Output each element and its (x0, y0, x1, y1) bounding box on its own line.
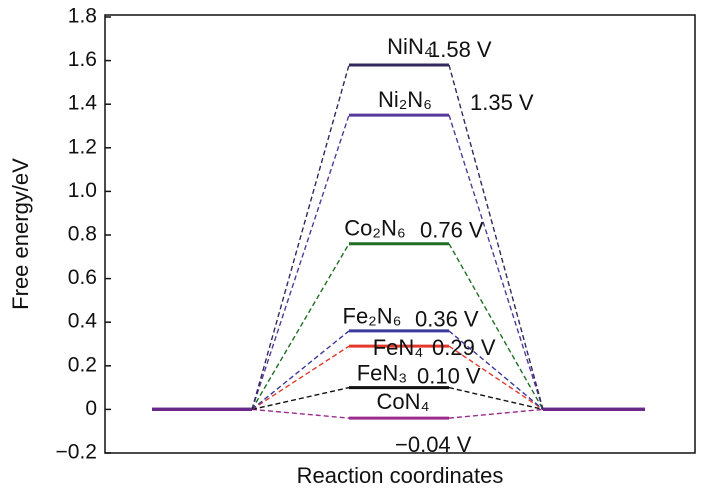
series-name: CoN₄ (377, 389, 430, 414)
connector (251, 64, 350, 410)
connector (251, 330, 350, 410)
connector (448, 408, 544, 419)
y-tick-label: 0.6 (68, 266, 97, 289)
y-axis-label: Free energy/eV (8, 158, 33, 310)
value-label: 0.76 V (420, 218, 484, 243)
series-name: FeN₄ (373, 335, 424, 360)
connector (251, 386, 350, 411)
y-tick-label: −0.2 (56, 441, 97, 464)
y-tick-label: 0.2 (68, 353, 97, 376)
series-name: NiN₄ (387, 34, 433, 59)
x-axis-label: Reaction coordinates (297, 463, 504, 488)
series-name: Co₂N₆ (344, 216, 405, 241)
series-name: Ni₂N₆ (378, 87, 432, 112)
connector (251, 243, 350, 410)
y-tick-label: 1.2 (68, 135, 97, 158)
value-label: 0.29 V (432, 335, 496, 360)
connector (448, 386, 544, 411)
plot-frame (104, 14, 696, 454)
connector (251, 345, 350, 410)
y-tick-label: 1.0 (68, 179, 97, 202)
value-label: 1.35 V (470, 90, 534, 115)
y-tick-label: 1.6 (68, 48, 97, 71)
y-tick-label: 1.4 (68, 92, 98, 115)
series-name: Fe₂N₆ (343, 304, 402, 329)
connector (448, 64, 544, 410)
value-label: 0.10 V (417, 363, 481, 388)
y-tick-label: 0.4 (68, 310, 98, 333)
connector (448, 114, 544, 410)
value-label: −0.04 V (395, 432, 472, 457)
value-label: 1.58 V (428, 37, 492, 62)
value-label: 0.36 V (415, 307, 479, 332)
y-tick-label: 1.8 (68, 5, 97, 28)
connector (251, 408, 350, 419)
connector (448, 345, 544, 410)
connector (448, 330, 544, 410)
connector (251, 114, 350, 410)
y-tick-label: 0 (85, 397, 97, 420)
series-name: FeN₃ (357, 360, 408, 385)
y-tick-label: 0.8 (68, 223, 97, 246)
